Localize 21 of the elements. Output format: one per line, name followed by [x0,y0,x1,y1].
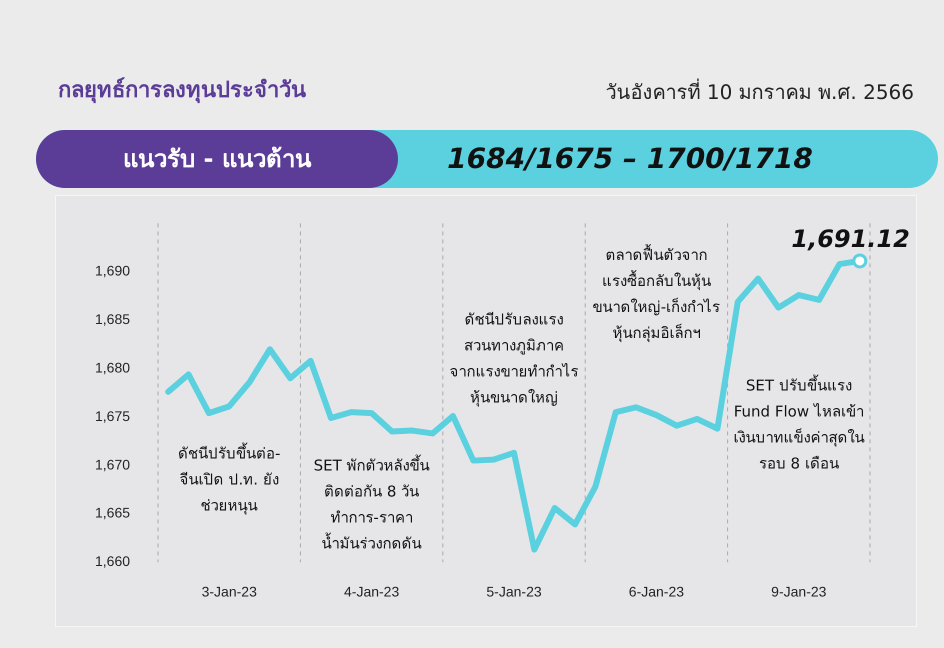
chart-subtitle: วันอังคารที่ 10 มกราคม พ.ศ. 2566 [606,78,914,106]
annotation: ดัชนีปรับลงแรง สวนทางภูมิภาค จากแรงขายทำกำไร หุ้นขนาดใหญ่ [450,310,579,408]
x-tick-label: 6-Jan-23 [628,583,684,600]
data-label: 1,691.12 [791,225,910,254]
x-tick-label: 9-Jan-23 [771,583,827,600]
y-tick-label: 1,660 [94,553,130,570]
y-tick-label: 1,680 [94,359,130,376]
chart-title: กลยุทธ์การลงทุนประจำวัน [58,76,306,106]
y-tick-label: 1,675 [94,408,130,424]
annotation: ตลาดฟื้นตัวจาก แรงซื้อกลับในหุ้น ขนาดใหญ่-เก็งกำไร หุ้นกลุ่มอิเล็กฯ [592,244,720,343]
annotation: SET ปรับขึ้นแรง Fund Flow ไหลเข้า เงินบาทแข็งค่าสุดใน รอบ 8 เดือน [733,374,864,473]
x-tick-label: 4-Jan-23 [344,583,400,600]
y-tick-label: 1,670 [94,456,130,472]
y-tick-label: 1,685 [94,311,130,328]
x-tick-label: 3-Jan-23 [202,583,258,600]
text: 1684/1675 – 1700/1718 [446,141,814,177]
annotation: SET พักตัวหลังขึ้น ติดต่อกัน 8 วัน ทำการ-ราคา น้ำมันร่วงกดดัน [314,454,430,552]
y-tick-label: 1,690 [94,262,130,279]
annotation: ดัชนีปรับขึ้นต่อ- จีนเปิด ป.ท. ยัง ช่วยหนุน [178,442,280,516]
y-tick-label: 1,665 [94,504,130,521]
x-tick-label: 5-Jan-23 [486,583,542,600]
